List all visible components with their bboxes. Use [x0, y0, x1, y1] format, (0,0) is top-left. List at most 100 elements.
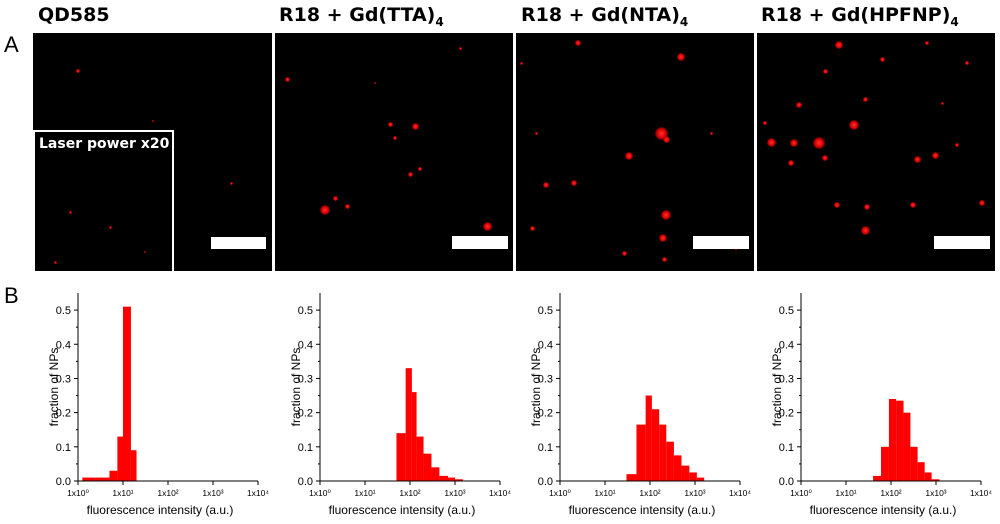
y-tick-label: 0.1 — [298, 442, 313, 454]
histogram-bar — [423, 453, 432, 481]
fluorescent-spot — [654, 126, 668, 140]
y-tick-label: 0.2 — [56, 408, 71, 420]
histogram-bar — [130, 450, 137, 481]
scale-bar — [452, 236, 508, 249]
histogram-bar — [910, 446, 918, 481]
fluorescent-spot — [864, 204, 870, 210]
fluorescent-spot — [879, 56, 885, 62]
y-tick-label: 0.1 — [779, 442, 794, 454]
x-tick-label: 1x10³ — [202, 488, 223, 498]
y-axis-label: fraction of NPs — [529, 348, 543, 427]
y-tick-label: 0.1 — [538, 442, 553, 454]
fluorescent-spot — [418, 167, 422, 171]
histogram-gd-tta: 0.0 0.1 0.2 0.3 0.4 0.5 1x10⁰ 1x10¹ 1x10² 1x10³ 1x… — [289, 293, 511, 517]
fluorescent-spot — [677, 53, 685, 61]
fluorescent-spot — [661, 256, 667, 262]
fluorescent-spot — [709, 131, 713, 135]
column-title-main: R18 + Gd(TTA) — [279, 4, 436, 26]
histogram-bar — [448, 477, 455, 481]
x-tick-label: 1x10³ — [444, 488, 465, 498]
x-tick-label: 1x10⁴ — [247, 488, 269, 498]
histogram-bar — [673, 455, 682, 481]
y-axis-label: fraction of NPs — [289, 348, 303, 427]
fluorescent-spot — [534, 131, 538, 135]
y-tick-label: 0.2 — [779, 408, 794, 420]
fluorescent-spot — [625, 152, 633, 160]
fluorescent-spot — [411, 122, 419, 130]
histogram-bar — [396, 433, 406, 481]
histogram-gd-nta: 0.0 0.1 0.2 0.3 0.4 0.5 1x10⁰ 1x10¹ 1x10² 1x10³ 1x… — [529, 293, 751, 517]
x-tick-label: 1x10¹ — [112, 488, 133, 498]
fluorescent-spot — [621, 250, 627, 256]
fluorescent-spot — [108, 225, 112, 229]
fluorescent-spot — [979, 200, 985, 206]
fluorescent-spot — [387, 121, 393, 127]
x-tick-label: 1x10⁰ — [790, 488, 812, 498]
fluorescent-spot — [766, 137, 776, 147]
fluorescent-spot — [910, 202, 916, 208]
x-tick-label: 1x10² — [157, 488, 178, 498]
panel-a-label: A — [4, 32, 19, 57]
x-tick-label: 1x10² — [399, 488, 420, 498]
histogram-bar — [666, 441, 674, 481]
x-tick-label: 1x10¹ — [354, 488, 375, 498]
fluorescent-spot — [763, 121, 767, 125]
fluorescent-spot — [320, 205, 330, 215]
y-tick-label: 0.2 — [298, 408, 313, 420]
fluorescent-spot — [152, 120, 154, 122]
y-tick-label: 0.4 — [779, 339, 794, 351]
histogram-gd-hpfnp: 0.0 0.1 0.2 0.3 0.4 0.5 1x10⁰ 1x10¹ 1x10² 1x10³ 1x… — [770, 293, 992, 517]
inset-image: Laser power x20 — [33, 130, 174, 271]
column-title-sub: 4 — [950, 14, 959, 29]
x-tick-label: 1x10⁰ — [309, 488, 331, 498]
histogram-bar — [123, 306, 131, 481]
y-tick-label: 0.4 — [298, 339, 313, 351]
fluorescent-spot — [835, 41, 843, 49]
column-title-main: QD585 — [38, 4, 110, 26]
y-tick-label: 0.3 — [56, 373, 71, 385]
fluorescent-spot — [144, 251, 146, 253]
fluorescent-spot — [393, 136, 397, 140]
fluorescent-spot — [661, 210, 671, 220]
fluorescent-spot — [68, 210, 72, 214]
fluorescent-spot — [860, 225, 870, 235]
fluorescent-spot — [344, 203, 350, 209]
x-tick-label: 1x10³ — [684, 488, 705, 498]
x-axis-label: fluorescence intensity (a.u.) — [810, 503, 957, 517]
histogram-bar — [95, 477, 110, 481]
fluorescent-spot — [822, 68, 828, 74]
microscopy-image-gd-nta — [516, 33, 754, 271]
histogram-bar — [931, 479, 940, 481]
y-tick-label: 0.4 — [538, 339, 553, 351]
fluorescent-spot — [965, 61, 969, 65]
fluorescent-spot — [332, 195, 338, 201]
histogram-bar — [645, 395, 652, 481]
y-tick-label: 0.3 — [779, 373, 794, 385]
fluorescent-spot — [834, 202, 840, 208]
y-tick-label: 0.0 — [56, 476, 71, 488]
histogram-bar — [924, 472, 932, 481]
inset-label: Laser power x20 — [39, 136, 170, 152]
fluorescent-spot — [458, 46, 462, 50]
fluorescent-spot — [788, 160, 794, 166]
microscopy-image-gd-tta — [275, 33, 513, 271]
histogram-bar — [405, 368, 412, 481]
fluorescent-spot — [822, 155, 828, 161]
y-tick-label: 0.1 — [56, 442, 71, 454]
y-tick-label: 0.0 — [779, 476, 794, 488]
fluorescent-spot — [931, 151, 939, 159]
fluorescent-spot — [849, 120, 859, 130]
scale-bar — [211, 237, 266, 249]
x-tick-label: 1x10⁴ — [970, 488, 992, 498]
y-tick-label: 0.2 — [538, 408, 553, 420]
fluorescent-spot — [659, 234, 667, 242]
column-title-gd-tta: R18 + Gd(TTA)4 — [279, 4, 444, 29]
histogram-bar — [888, 398, 897, 481]
x-axis-label: fluorescence intensity (a.u.) — [87, 503, 234, 517]
y-tick-label: 0.5 — [538, 305, 553, 317]
histogram-bar — [659, 424, 667, 481]
histogram-bar — [696, 477, 705, 481]
fluorescent-spot — [229, 181, 233, 185]
x-tick-label: 1x10² — [639, 488, 660, 498]
panel-b-label: B — [4, 283, 19, 308]
